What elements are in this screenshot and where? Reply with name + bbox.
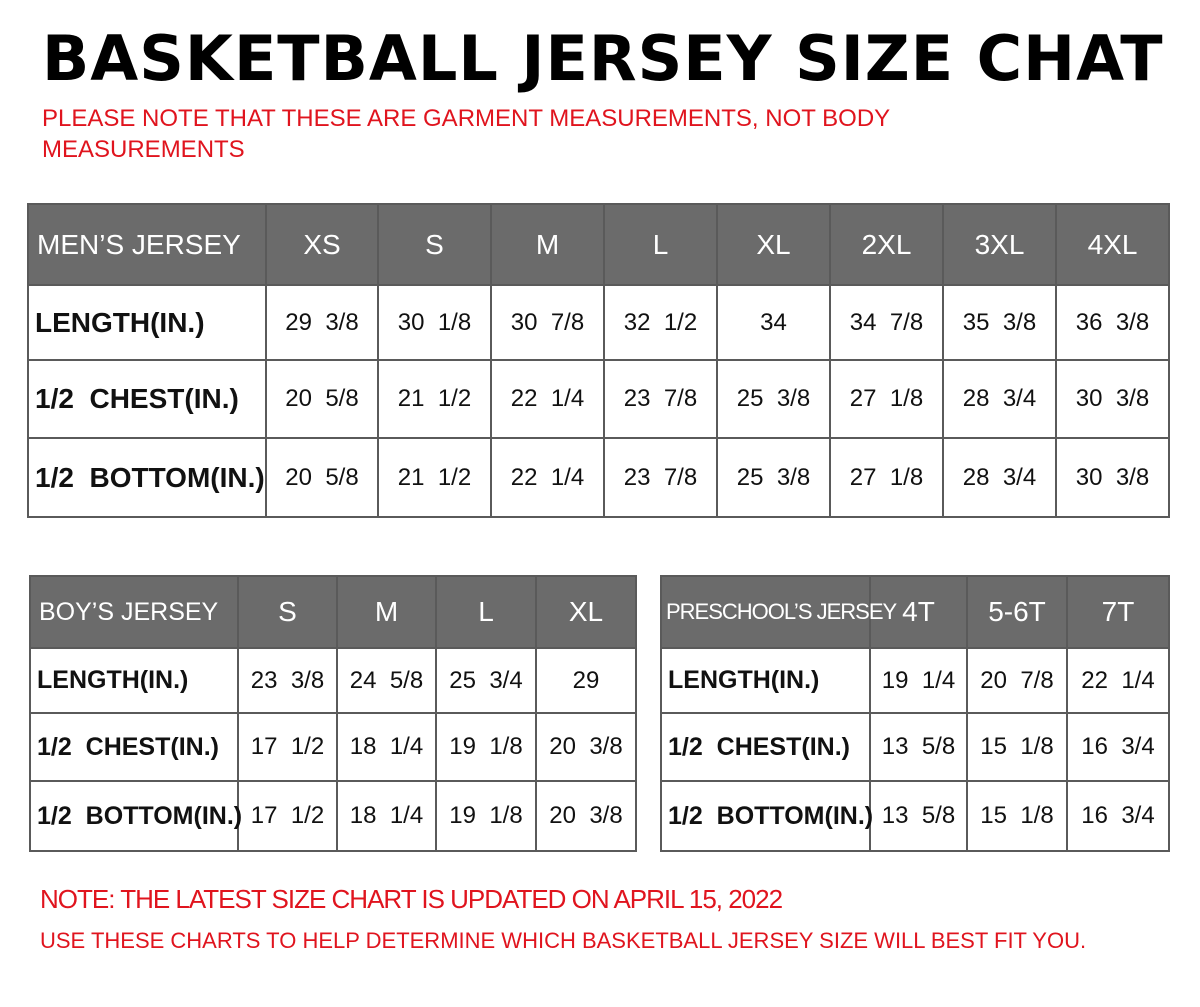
measurement-value: 15 1/8 (966, 712, 1068, 782)
measurement-value: 23 7/8 (603, 437, 718, 518)
usage-note: USE THESE CHARTS TO HELP DETERMINE WHICH… (40, 928, 1087, 953)
measurement-value: 20 3/8 (535, 780, 637, 852)
table-title: MEN’S JERSEY (27, 203, 267, 286)
measurement-label: 1/2 BOTTOM(IN.) (27, 437, 267, 518)
table-title: BOY’S JERSEY (29, 575, 239, 649)
size-header: XL (716, 203, 831, 286)
size-header: XS (265, 203, 379, 286)
size-header: M (336, 575, 437, 649)
measurement-label: LENGTH(IN.) (27, 284, 267, 361)
size-header: 3XL (942, 203, 1057, 286)
measurement-value: 18 1/4 (336, 780, 437, 852)
table-title: PRESCHOOL’S JERSEY (660, 575, 897, 649)
measurement-label: LENGTH(IN.) (660, 647, 871, 714)
measurement-value: 30 7/8 (490, 284, 605, 361)
measurement-value: 30 3/8 (1055, 437, 1170, 518)
measurement-value: 25 3/8 (716, 437, 831, 518)
size-header: L (603, 203, 718, 286)
measurement-value: 22 1/4 (1066, 647, 1170, 714)
measurement-value: 25 3/4 (435, 647, 537, 714)
size-header: 7T (1066, 575, 1170, 649)
measurement-value: 13 5/8 (869, 780, 968, 852)
measurement-value: 23 7/8 (603, 359, 718, 439)
measurement-value: 20 5/8 (265, 437, 379, 518)
measurement-value: 21 1/2 (377, 437, 492, 518)
measurement-value: 21 1/2 (377, 359, 492, 439)
measurement-value: 28 3/4 (942, 359, 1057, 439)
size-header: S (237, 575, 338, 649)
measurement-label: 1/2 BOTTOM(IN.) (29, 780, 242, 852)
measurement-value: 25 3/8 (716, 359, 831, 439)
table-row: 1/2 CHEST(IN.) 13 5/8 15 1/8 16 3/4 (660, 712, 1170, 782)
measurement-value: 13 5/8 (869, 712, 968, 782)
table-row: 1/2 BOTTOM(IN.) 17 1/2 18 1/4 19 1/8 20 3/8 (29, 780, 637, 852)
measurement-label: 1/2 BOTTOM(IN.) (660, 780, 873, 852)
measurement-value: 20 7/8 (966, 647, 1068, 714)
measurement-value: 22 1/4 (490, 437, 605, 518)
table-row: 1/2 CHEST(IN.) 17 1/2 18 1/4 19 1/8 20 3/8 (29, 712, 637, 782)
measurement-value: 32 1/2 (603, 284, 718, 361)
size-header: 4T (869, 575, 968, 649)
header-row: BOY’S JERSEY S M L XL (29, 575, 637, 649)
measurement-value: 23 3/8 (237, 647, 338, 714)
measurement-value: 27 1/8 (829, 437, 944, 518)
measurement-value: 34 7/8 (829, 284, 944, 361)
measurement-value: 27 1/8 (829, 359, 944, 439)
measurement-value: 30 1/8 (377, 284, 492, 361)
measurement-value: 19 1/4 (869, 647, 968, 714)
header-row: MEN’S JERSEY XS S M L XL 2XL 3XL 4XL (27, 203, 1170, 286)
measurement-label: 1/2 CHEST(IN.) (27, 359, 267, 439)
measurement-value: 29 3/8 (265, 284, 379, 361)
header-row: PRESCHOOL’S JERSEY 4T 5-6T 7T (660, 575, 1170, 649)
garment-measurement-note: PLEASE NOTE THAT THESE ARE GARMENT MEASU… (42, 105, 890, 163)
table-row: 1/2 CHEST(IN.) 20 5/8 21 1/2 22 1/4 23 7/8 25… (27, 359, 1170, 439)
measurement-value: 29 (535, 647, 637, 714)
table-row: LENGTH(IN.) 23 3/8 24 5/8 25 3/4 29 (29, 647, 637, 714)
measurement-label: LENGTH(IN.) (29, 647, 239, 714)
measurement-value: 17 1/2 (237, 712, 338, 782)
table-row: 1/2 BOTTOM(IN.) 13 5/8 15 1/8 16 3/4 (660, 780, 1170, 852)
size-header: 4XL (1055, 203, 1170, 286)
measurement-value: 20 5/8 (265, 359, 379, 439)
measurement-value: 22 1/4 (490, 359, 605, 439)
measurement-label: 1/2 CHEST(IN.) (29, 712, 239, 782)
measurement-value: 28 3/4 (942, 437, 1057, 518)
measurement-label: 1/2 CHEST(IN.) (660, 712, 871, 782)
measurement-value: 24 5/8 (336, 647, 437, 714)
size-header: L (435, 575, 537, 649)
measurement-value: 15 1/8 (966, 780, 1068, 852)
measurement-value: 34 (716, 284, 831, 361)
boys-size-table: BOY’S JERSEY S M L XL LENGTH(IN.) 23 3/8 24 5/8… (29, 575, 637, 852)
measurement-value: 36 3/8 (1055, 284, 1170, 361)
measurement-value: 19 1/8 (435, 712, 537, 782)
size-header: 2XL (829, 203, 944, 286)
measurement-value: 17 1/2 (237, 780, 338, 852)
measurement-value: 16 3/4 (1066, 780, 1170, 852)
size-header: M (490, 203, 605, 286)
measurement-value: 18 1/4 (336, 712, 437, 782)
size-header: 5-6T (966, 575, 1068, 649)
page-title: BASKETBALL JERSEY SIZE CHAT (42, 22, 1164, 95)
size-header: XL (535, 575, 637, 649)
measurement-value: 30 3/8 (1055, 359, 1170, 439)
preschool-size-table: PRESCHOOL’S JERSEY 4T 5-6T 7T LENGTH(IN.) 19 … (660, 575, 1170, 852)
table-row: LENGTH(IN.) 29 3/8 30 1/8 30 7/8 32 1/2 34 34 … (27, 284, 1170, 361)
measurement-value: 16 3/4 (1066, 712, 1170, 782)
measurement-value: 35 3/8 (942, 284, 1057, 361)
mens-size-table: MEN’S JERSEY XS S M L XL 2XL 3XL 4XL LENGTH(IN.) 2… (27, 203, 1170, 518)
table-row: LENGTH(IN.) 19 1/4 20 7/8 22 1/4 (660, 647, 1170, 714)
measurement-value: 19 1/8 (435, 780, 537, 852)
update-date-note: NOTE: THE LATEST SIZE CHART IS UPDATED O… (40, 884, 783, 914)
size-header: S (377, 203, 492, 286)
table-row: 1/2 BOTTOM(IN.) 20 5/8 21 1/2 22 1/4 23 7/8 2… (27, 437, 1170, 518)
measurement-value: 20 3/8 (535, 712, 637, 782)
